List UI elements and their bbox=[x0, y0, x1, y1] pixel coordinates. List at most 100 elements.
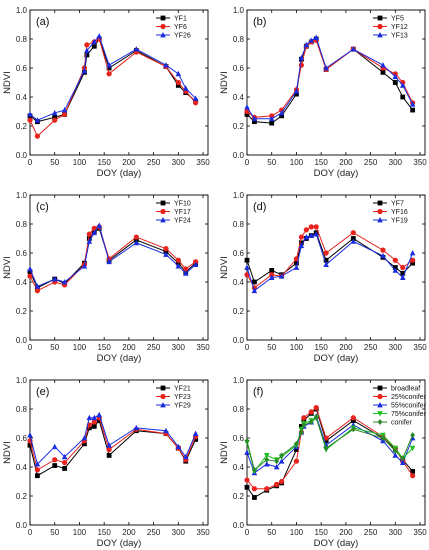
x-tick-label: 200 bbox=[339, 158, 353, 167]
y-tick-label: 0.8 bbox=[233, 35, 245, 44]
data-point bbox=[62, 460, 68, 466]
x-tick-label: 250 bbox=[364, 343, 378, 352]
x-tick-label: 50 bbox=[50, 158, 59, 167]
panel-label: (b) bbox=[253, 16, 266, 28]
x-tick-label: 50 bbox=[267, 343, 276, 352]
legend-label: YF17 bbox=[174, 209, 191, 216]
data-point bbox=[313, 224, 319, 230]
data-point bbox=[392, 80, 398, 85]
y-tick-label: 0.8 bbox=[16, 220, 28, 229]
x-tick-label: 50 bbox=[50, 528, 59, 537]
data-point bbox=[27, 432, 33, 438]
x-tick-label: 250 bbox=[147, 528, 161, 537]
x-axis-title: DOY (day) bbox=[97, 353, 142, 364]
data-point bbox=[251, 287, 258, 294]
data-point bbox=[399, 82, 406, 88]
data-point bbox=[244, 449, 250, 455]
y-tick-label: 0.4 bbox=[233, 93, 245, 102]
panel-label: (f) bbox=[253, 386, 263, 398]
legend-marker bbox=[160, 402, 166, 408]
legend-label: YF7 bbox=[391, 201, 404, 208]
data-point bbox=[294, 447, 299, 452]
data-point bbox=[293, 88, 300, 94]
data-point bbox=[380, 252, 386, 259]
y-tick-label: 0.2 bbox=[233, 122, 245, 131]
y-tick-label: 0.0 bbox=[233, 521, 245, 530]
data-point bbox=[301, 421, 307, 428]
data-point bbox=[244, 264, 250, 270]
legend-marker bbox=[160, 15, 166, 21]
data-point bbox=[81, 67, 88, 74]
data-point bbox=[52, 457, 58, 463]
data-point bbox=[34, 283, 41, 289]
data-point bbox=[244, 112, 250, 117]
data-point bbox=[91, 225, 97, 231]
data-point bbox=[350, 418, 356, 423]
data-point bbox=[303, 41, 310, 48]
legend-marker bbox=[377, 15, 383, 21]
y-tick-label: 0.6 bbox=[233, 249, 245, 258]
data-point bbox=[27, 442, 33, 448]
data-point bbox=[62, 111, 68, 117]
data-point bbox=[27, 265, 33, 272]
y-tick-label: 0.0 bbox=[233, 151, 245, 160]
data-point bbox=[106, 442, 112, 448]
data-point bbox=[27, 273, 33, 279]
data-point bbox=[52, 117, 58, 123]
data-point bbox=[106, 62, 112, 68]
y-tick-label: 1.0 bbox=[16, 6, 28, 15]
data-point bbox=[244, 108, 250, 115]
y-axis-title: NDVI bbox=[219, 71, 230, 94]
data-point bbox=[313, 414, 319, 421]
data-point bbox=[34, 288, 41, 294]
data-point bbox=[61, 279, 68, 285]
data-point bbox=[96, 222, 103, 228]
data-point bbox=[268, 115, 275, 122]
y-tick-label: 0.4 bbox=[16, 278, 28, 287]
x-axis-title: DOY (day) bbox=[314, 538, 359, 549]
x-tick-label: 50 bbox=[50, 343, 59, 352]
legend-label: 75%conifer bbox=[391, 411, 427, 418]
x-tick-label: 100 bbox=[290, 343, 304, 352]
data-point bbox=[301, 415, 307, 421]
data-point bbox=[400, 264, 406, 271]
data-point bbox=[350, 415, 356, 421]
data-point bbox=[34, 461, 41, 467]
legend-label: YF19 bbox=[391, 218, 408, 225]
x-tick-label: 0 bbox=[245, 343, 250, 352]
data-point bbox=[323, 445, 329, 452]
chart-panel-3: 0 50 100 150 200 250 300 350 0.0 0.2 0.4 0.6 0.8 1.0 D… bbox=[2, 191, 210, 364]
x-tick-label: 300 bbox=[172, 528, 186, 537]
y-tick-label: 0.4 bbox=[233, 463, 245, 472]
data-point bbox=[298, 424, 304, 429]
series-line bbox=[246, 415, 414, 474]
x-tick-label: 0 bbox=[28, 158, 33, 167]
series-line bbox=[246, 406, 414, 490]
data-point bbox=[96, 33, 103, 39]
data-point bbox=[163, 246, 169, 252]
x-tick-label: 0 bbox=[245, 158, 250, 167]
x-tick-label: 100 bbox=[73, 528, 87, 537]
data-point bbox=[298, 429, 304, 436]
data-point bbox=[91, 419, 97, 425]
panel-label: (c) bbox=[36, 201, 49, 213]
data-point bbox=[91, 43, 97, 49]
legend-marker bbox=[377, 23, 383, 30]
data-point bbox=[293, 458, 300, 464]
legend-marker bbox=[160, 32, 166, 38]
data-point bbox=[84, 42, 90, 48]
data-point bbox=[298, 234, 304, 240]
data-point bbox=[410, 257, 416, 263]
data-point bbox=[264, 456, 270, 463]
legend-marker bbox=[160, 393, 166, 400]
data-point bbox=[175, 70, 182, 77]
y-tick-label: 0.6 bbox=[16, 64, 28, 73]
data-point bbox=[323, 250, 329, 256]
data-point bbox=[252, 495, 257, 500]
data-point bbox=[409, 250, 416, 256]
y-tick-label: 0.0 bbox=[16, 151, 28, 160]
data-point bbox=[52, 463, 58, 468]
data-point bbox=[263, 461, 270, 467]
chart-panel-2: 0 50 100 150 200 250 300 350 0.0 0.2 0.4 0.6 0.8 1.0 D… bbox=[219, 6, 427, 179]
data-point bbox=[409, 445, 416, 452]
